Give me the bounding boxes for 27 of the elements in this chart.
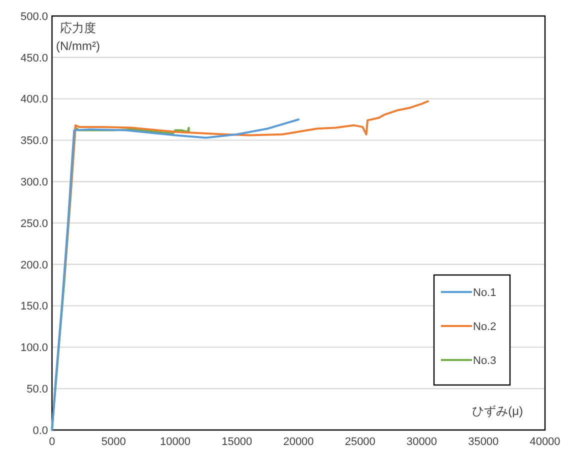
x-tick-label: 25000 — [344, 436, 376, 448]
y-tick-label: 350.0 — [20, 135, 48, 148]
x-tick-label: 40000 — [530, 436, 560, 448]
y-tick-label: 500.0 — [20, 10, 48, 23]
y-tick-label: 450.0 — [20, 52, 48, 64]
x-axis-title: ひずみ(μ) — [472, 404, 524, 418]
legend-label: No.1 — [473, 286, 496, 299]
y-tick-label: 150.0 — [20, 300, 48, 313]
x-tick-label: 10000 — [160, 436, 191, 448]
y-tick-label: 200.0 — [20, 259, 48, 272]
y-tick-label: 50.0 — [26, 383, 48, 396]
y-tick-label: 250.0 — [20, 218, 48, 230]
y-tick-label: 100.0 — [20, 342, 48, 354]
legend-label: No.2 — [473, 320, 496, 333]
x-tick-label: 20000 — [283, 436, 314, 448]
y-tick-label: 300.0 — [20, 176, 48, 188]
x-tick-label: 30000 — [406, 436, 438, 448]
line-series — [51, 118, 300, 431]
y-tick-label: 400.0 — [20, 94, 48, 106]
line-series — [63, 100, 429, 278]
y-axis-title: 応力度 (N/mm²) — [56, 21, 100, 53]
x-tick-label: 35000 — [468, 436, 499, 448]
y-tick-label: 0.0 — [32, 424, 48, 437]
legend-label: No.3 — [473, 354, 496, 367]
x-tick-label: 15000 — [222, 436, 252, 448]
x-tick-label: 0 — [48, 436, 56, 448]
x-tick-label: 5000 — [101, 436, 126, 448]
